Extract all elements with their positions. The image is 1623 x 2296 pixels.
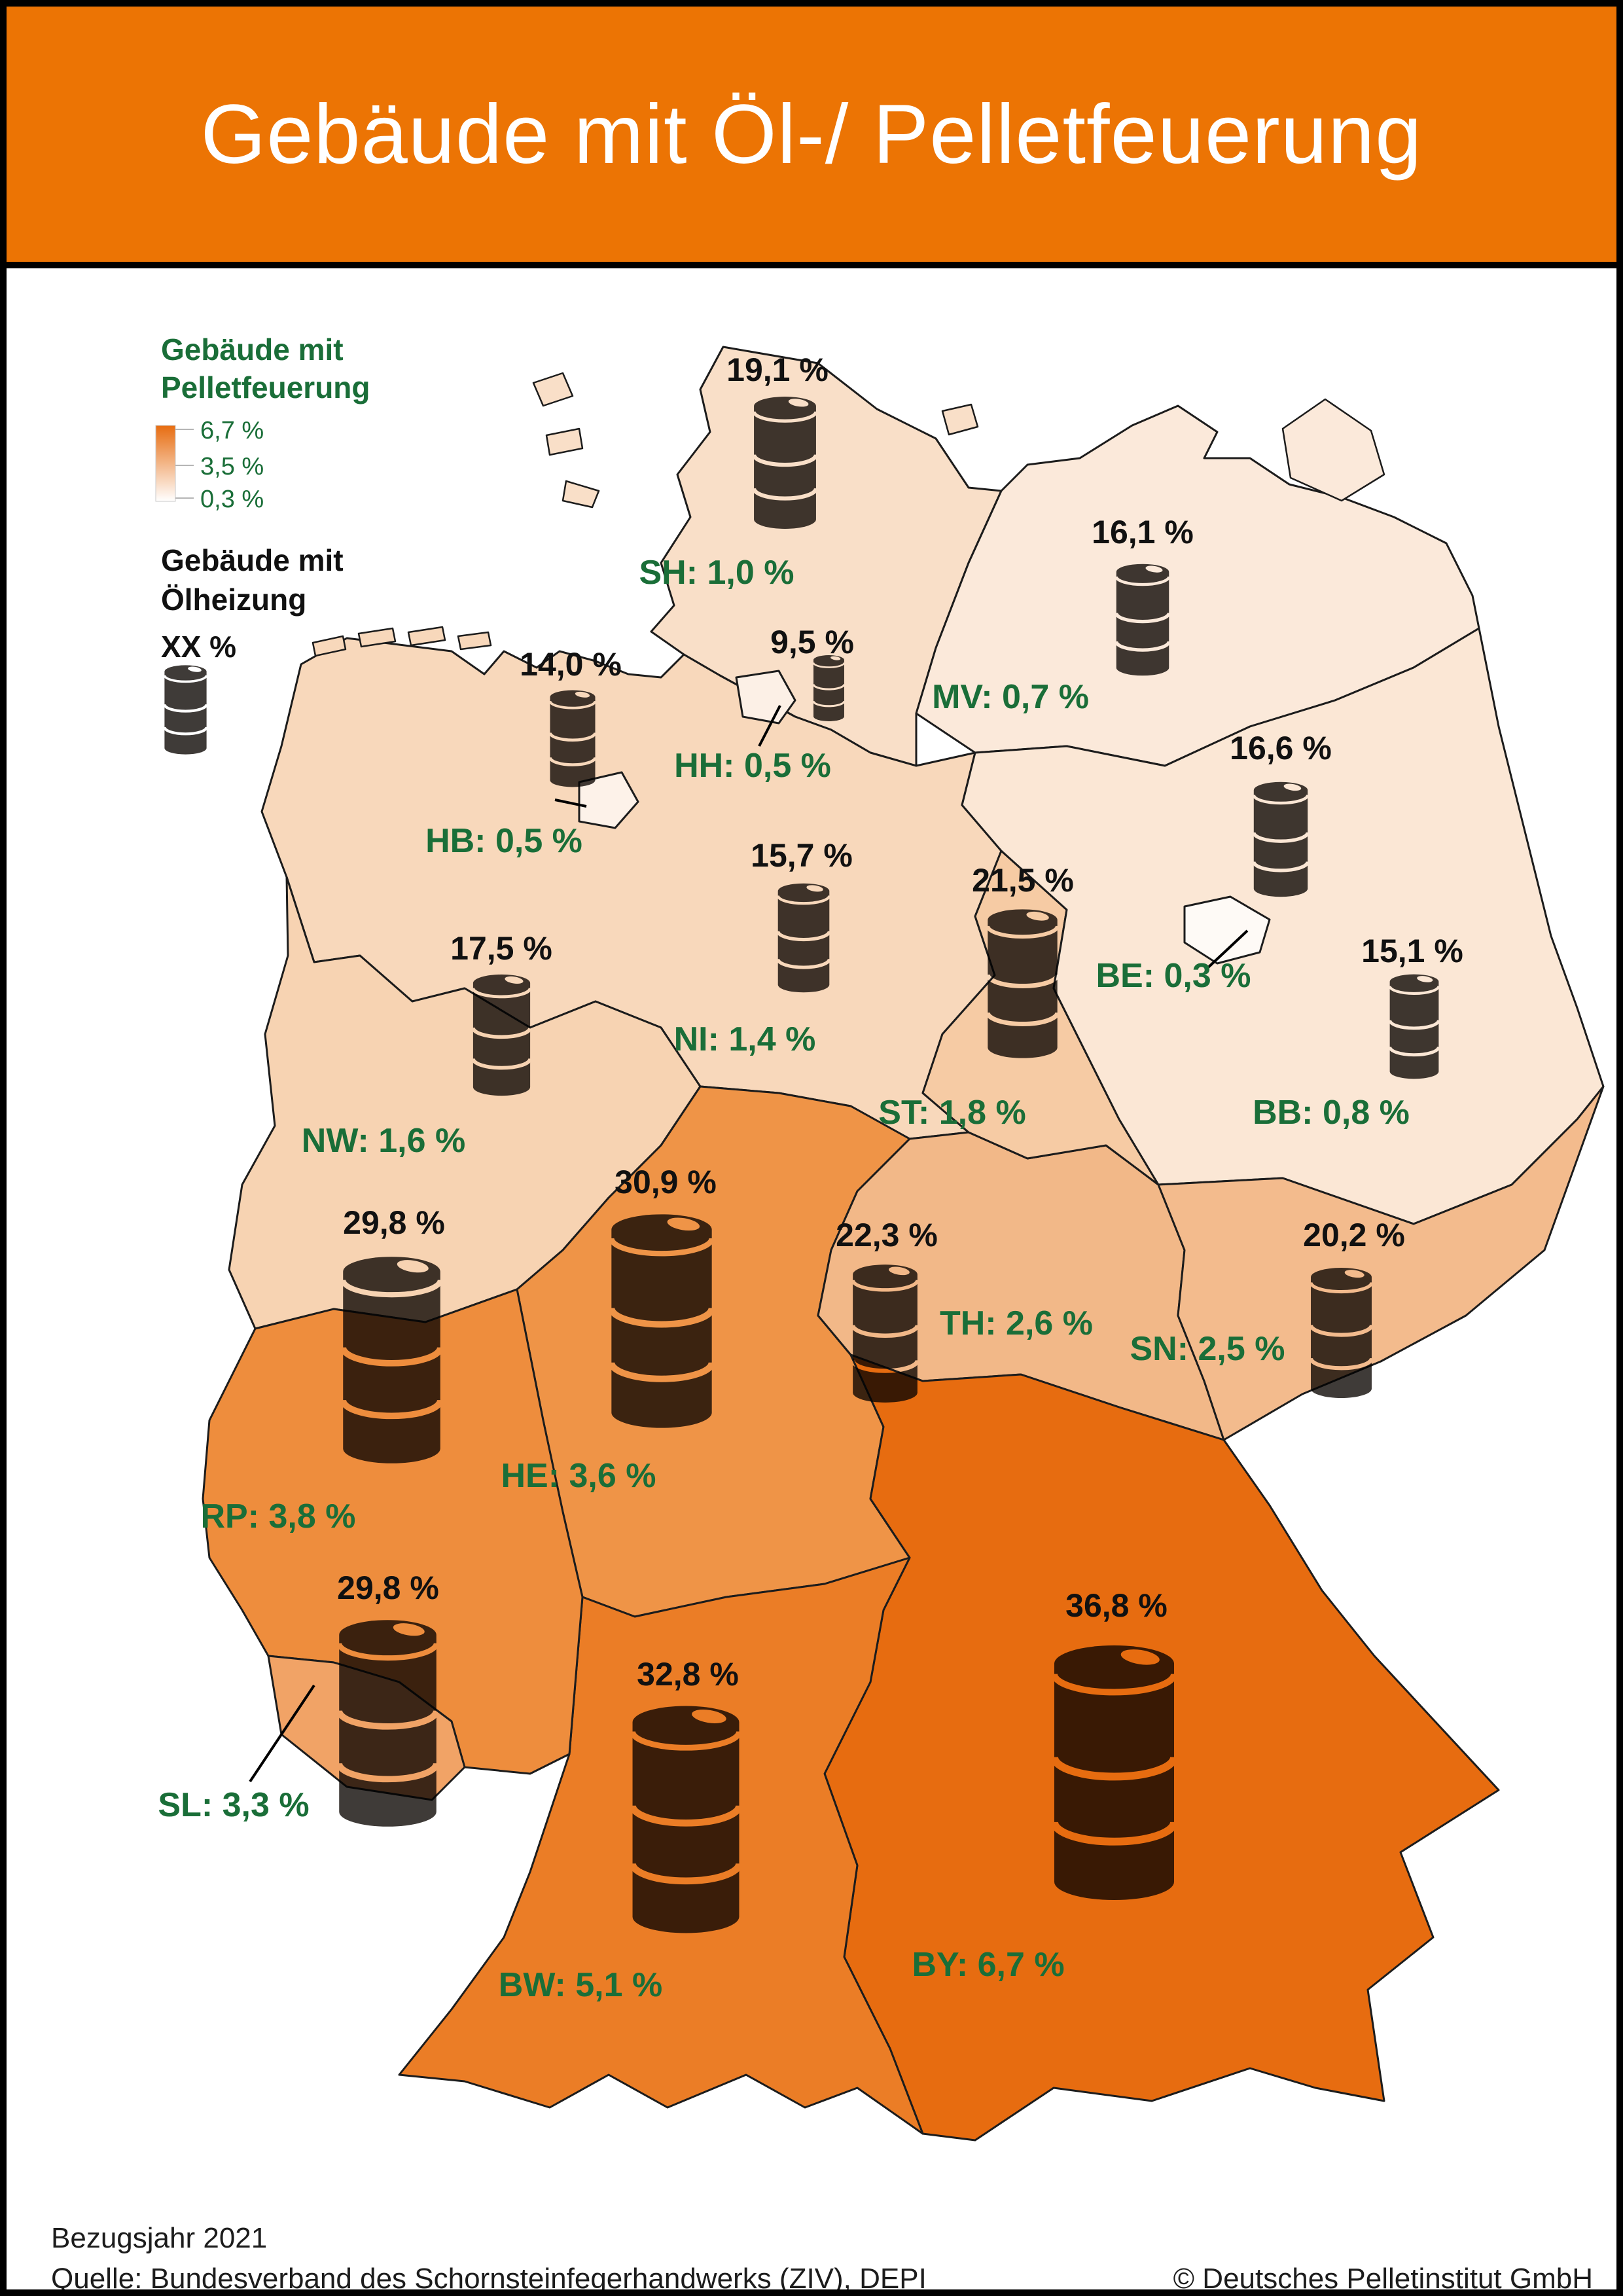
- he-barrel-icon: [611, 1214, 711, 1427]
- island-fehmarn: [941, 403, 979, 436]
- be-leader-line: [1204, 929, 1249, 971]
- th-pellet-label: TH: 2,6 %: [940, 1304, 1093, 1342]
- nw-pellet-label: NW: 1,6 %: [302, 1122, 465, 1160]
- pellet-percentage-labels: SH: 1,0 % MV: 0,7 % HH: 0,5 % HB: 0,5 % …: [158, 554, 1410, 2004]
- by-barrel-icon: [1054, 1645, 1174, 1900]
- legend: Gebäude mit Pelletfeuerung 6,7 % 3,5 % 0…: [155, 332, 370, 755]
- island-east-frisian-4: [457, 631, 492, 651]
- st-barrel-icon: [988, 909, 1057, 1058]
- germany-map-canvas: Gebäude mit Pelletfeuerung 6,7 % 3,5 % 0…: [51, 332, 1605, 2295]
- ni-pellet-label: NI: 1,4 %: [674, 1020, 816, 1058]
- bb-barrel-icon: [1390, 975, 1439, 1079]
- scale-label-max: 6,7 %: [200, 417, 264, 444]
- hh-pellet-label: HH: 0,5 %: [674, 747, 831, 785]
- state-hh-region: [735, 670, 796, 725]
- sn-barrel-icon: [1311, 1268, 1372, 1398]
- by-pellet-label: BY: 6,7 %: [912, 1946, 1064, 1984]
- legend-barrel-icon: [164, 665, 206, 754]
- footer: Bezugsjahr 2021 Quelle: Bundesverband de…: [51, 2222, 1593, 2295]
- legend-oil-title-line1: Gebäude mit: [161, 543, 344, 577]
- sn-oil-label: 20,2 %: [1303, 1217, 1405, 1253]
- sl-oil-label: 29,8 %: [337, 1570, 439, 1606]
- be-oil-label: 16,6 %: [1230, 730, 1332, 766]
- city-states: [578, 670, 1271, 965]
- sh-oil-label: 19,1 %: [726, 351, 829, 388]
- source-text: Quelle: Bundesverband des Schornsteinfeg…: [51, 2263, 927, 2295]
- scale-label-mid: 3,5 %: [200, 453, 264, 480]
- pellet-scale-gradient-bar: [155, 425, 176, 502]
- island-north-frisian-1: [532, 372, 574, 407]
- sl-barrel-icon: [339, 1620, 437, 1827]
- island-east-frisian-3: [407, 626, 446, 647]
- bb-oil-label: 15,1 %: [1361, 933, 1463, 969]
- th-barrel-icon: [853, 1265, 918, 1403]
- legend-oil-symbol-label: XX %: [161, 630, 236, 664]
- rp-oil-label: 29,8 %: [343, 1204, 445, 1241]
- he-oil-label: 30,9 %: [615, 1164, 717, 1200]
- state-sn-region: [1157, 1085, 1605, 1441]
- island-north-frisian-3: [562, 480, 600, 509]
- ni-oil-label: 15,7 %: [751, 837, 853, 874]
- nw-barrel-icon: [473, 975, 530, 1096]
- copyright-text: © Deutsches Pelletinstitut GmbH: [1173, 2263, 1593, 2295]
- hb-barrel-icon: [550, 691, 596, 787]
- ni-barrel-icon: [778, 884, 830, 993]
- st-oil-label: 21,5 %: [972, 862, 1074, 899]
- legend-oil-title-line2: Ölheizung: [161, 583, 306, 617]
- he-pellet-label: HE: 3,6 %: [501, 1457, 656, 1495]
- island-east-frisian-1: [312, 635, 347, 657]
- th-oil-label: 22,3 %: [836, 1217, 938, 1253]
- by-oil-label: 36,8 %: [1065, 1587, 1168, 1624]
- island-ruegen: [1281, 398, 1385, 502]
- oil-percentage-labels: 19,1 % 16,1 % 9,5 % 14,0 % 15,7 % 17,5 %…: [337, 351, 1463, 1693]
- bw-oil-label: 32,8 %: [637, 1656, 739, 1693]
- hh-leader-line: [758, 705, 781, 747]
- be-pellet-label: BE: 0,3 %: [1096, 957, 1251, 995]
- island-north-frisian-2: [545, 427, 584, 456]
- sl-leader-line: [249, 1684, 315, 1783]
- bb-pellet-label: BB: 0,8 %: [1253, 1094, 1410, 1132]
- hb-pellet-label: HB: 0,5 %: [425, 822, 582, 860]
- sl-pellet-label: SL: 3,3 %: [158, 1786, 309, 1824]
- nw-oil-label: 17,5 %: [450, 930, 552, 967]
- bw-pellet-label: BW: 5,1 %: [499, 1966, 662, 2004]
- hh-barrel-icon: [813, 655, 844, 721]
- state-hb-region: [578, 771, 639, 829]
- hb-leader-line: [554, 798, 587, 808]
- rp-pellet-label: RP: 3,8 %: [201, 1498, 356, 1535]
- be-barrel-icon: [1254, 782, 1308, 897]
- hh-oil-label: 9,5 %: [770, 624, 854, 660]
- sh-barrel-icon: [754, 397, 816, 529]
- mv-barrel-icon: [1116, 564, 1169, 676]
- sh-pellet-label: SH: 1,0 %: [639, 554, 794, 592]
- bw-barrel-icon: [633, 1706, 740, 1933]
- islands: [312, 372, 1385, 657]
- st-pellet-label: ST: 1,8 %: [878, 1094, 1026, 1132]
- sn-pellet-label: SN: 2,5 %: [1130, 1330, 1285, 1368]
- state-mv-region: [915, 404, 1480, 767]
- legend-pellet-title-line2: Pelletfeuerung: [161, 370, 370, 404]
- legend-pellet-title-line1: Gebäude mit: [161, 332, 344, 367]
- mv-pellet-label: MV: 0,7 %: [932, 678, 1089, 716]
- mv-oil-label: 16,1 %: [1092, 514, 1194, 550]
- rp-barrel-icon: [343, 1257, 440, 1463]
- leader-lines: [249, 705, 1249, 1783]
- hb-oil-label: 14,0 %: [520, 646, 622, 683]
- state-be-region: [1183, 895, 1271, 965]
- page-title: Gebäude mit Öl-/ Pelletfeuerung: [200, 87, 1423, 181]
- reference-year-text: Bezugsjahr 2021: [51, 2222, 267, 2254]
- island-east-frisian-2: [357, 627, 397, 648]
- title-banner: Gebäude mit Öl-/ Pelletfeuerung: [7, 7, 1616, 268]
- scale-label-min: 0,3 %: [200, 486, 264, 513]
